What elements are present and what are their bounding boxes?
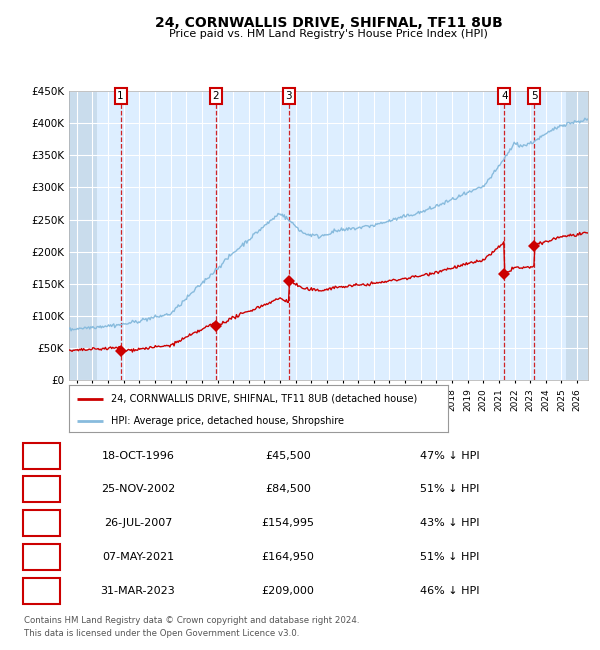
Polygon shape xyxy=(69,91,97,380)
Text: 4: 4 xyxy=(38,552,45,562)
Text: 47% ↓ HPI: 47% ↓ HPI xyxy=(420,450,479,461)
Text: 24, CORNWALLIS DRIVE, SHIFNAL, TF11 8UB (detached house): 24, CORNWALLIS DRIVE, SHIFNAL, TF11 8UB … xyxy=(110,393,417,404)
Text: 51% ↓ HPI: 51% ↓ HPI xyxy=(420,552,479,562)
Text: 5: 5 xyxy=(38,586,45,596)
Text: HPI: Average price, detached house, Shropshire: HPI: Average price, detached house, Shro… xyxy=(110,415,344,426)
Text: £45,500: £45,500 xyxy=(265,450,311,461)
Text: £84,500: £84,500 xyxy=(265,484,311,495)
Text: 31-MAR-2023: 31-MAR-2023 xyxy=(101,586,175,596)
Text: 43% ↓ HPI: 43% ↓ HPI xyxy=(420,518,479,528)
Text: 1: 1 xyxy=(117,91,124,101)
Text: 4: 4 xyxy=(501,91,508,101)
Text: 51% ↓ HPI: 51% ↓ HPI xyxy=(420,484,479,495)
Text: £154,995: £154,995 xyxy=(262,518,314,528)
Text: 24, CORNWALLIS DRIVE, SHIFNAL, TF11 8UB: 24, CORNWALLIS DRIVE, SHIFNAL, TF11 8UB xyxy=(155,16,502,31)
Text: 1: 1 xyxy=(38,450,45,461)
Polygon shape xyxy=(566,91,588,380)
Text: 25-NOV-2002: 25-NOV-2002 xyxy=(101,484,175,495)
Text: 5: 5 xyxy=(531,91,538,101)
Text: £164,950: £164,950 xyxy=(262,552,314,562)
Text: 3: 3 xyxy=(286,91,292,101)
Text: Price paid vs. HM Land Registry's House Price Index (HPI): Price paid vs. HM Land Registry's House … xyxy=(169,29,488,39)
Text: 3: 3 xyxy=(38,518,45,528)
Text: Contains HM Land Registry data © Crown copyright and database right 2024.: Contains HM Land Registry data © Crown c… xyxy=(24,616,359,625)
Text: 18-OCT-1996: 18-OCT-1996 xyxy=(101,450,175,461)
Text: 26-JUL-2007: 26-JUL-2007 xyxy=(104,518,172,528)
Text: This data is licensed under the Open Government Licence v3.0.: This data is licensed under the Open Gov… xyxy=(24,629,299,638)
Text: 2: 2 xyxy=(212,91,219,101)
Text: 2: 2 xyxy=(38,484,45,495)
Text: £209,000: £209,000 xyxy=(262,586,314,596)
Text: 46% ↓ HPI: 46% ↓ HPI xyxy=(420,586,479,596)
Text: 07-MAY-2021: 07-MAY-2021 xyxy=(102,552,174,562)
